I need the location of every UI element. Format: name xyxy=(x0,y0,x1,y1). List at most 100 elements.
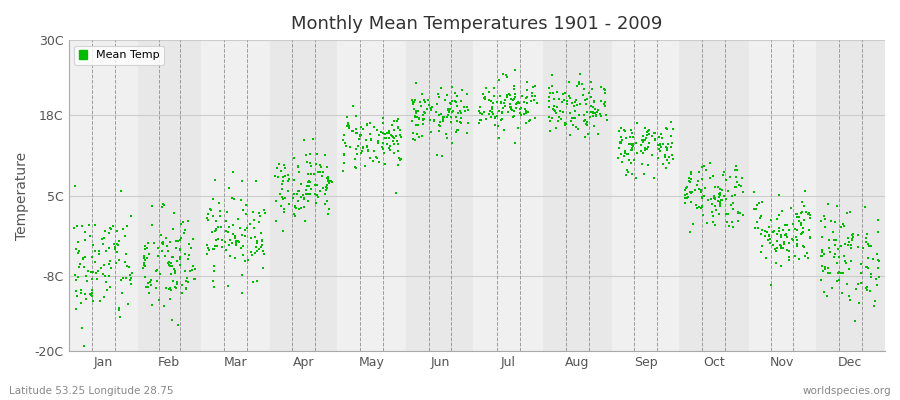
Mean Temp xyxy=(573,71,588,77)
Mean Temp xyxy=(758,233,772,239)
Mean Temp xyxy=(339,123,354,129)
Mean Temp xyxy=(562,78,576,85)
Mean Temp xyxy=(528,92,543,99)
Mean Temp xyxy=(562,110,577,116)
Mean Temp xyxy=(287,155,302,162)
Mean Temp xyxy=(212,199,227,206)
Mean Temp xyxy=(577,86,591,92)
Mean Temp xyxy=(376,150,391,157)
Mean Temp xyxy=(320,174,335,181)
Mean Temp xyxy=(138,262,152,268)
Mean Temp xyxy=(96,235,111,241)
Mean Temp xyxy=(85,286,99,293)
Mean Temp xyxy=(835,290,850,296)
Mean Temp xyxy=(485,109,500,115)
Mean Temp xyxy=(754,249,769,256)
Mean Temp xyxy=(794,209,808,216)
Mean Temp xyxy=(73,261,87,268)
Mean Temp xyxy=(752,214,767,221)
Mean Temp xyxy=(371,139,385,146)
Mean Temp xyxy=(680,185,694,191)
Mean Temp xyxy=(864,243,878,249)
Mean Temp xyxy=(485,104,500,110)
Mean Temp xyxy=(423,117,437,124)
Mean Temp xyxy=(503,104,517,110)
Mean Temp xyxy=(221,185,236,192)
Mean Temp xyxy=(338,132,352,138)
Mean Temp xyxy=(448,98,463,105)
Mean Temp xyxy=(253,212,267,219)
Mean Temp xyxy=(803,234,817,240)
Mean Temp xyxy=(208,243,222,250)
Mean Temp xyxy=(558,90,572,96)
Mean Temp xyxy=(138,257,152,263)
Mean Temp xyxy=(858,204,872,211)
Mean Temp xyxy=(168,268,183,274)
Mean Temp xyxy=(319,187,333,194)
Mean Temp xyxy=(519,79,534,85)
Mean Temp xyxy=(665,155,680,162)
Mean Temp xyxy=(559,100,573,107)
Mean Temp xyxy=(349,129,364,136)
Mean Temp xyxy=(556,97,571,104)
Mean Temp xyxy=(579,97,593,103)
Mean Temp xyxy=(732,182,746,188)
Mean Temp xyxy=(156,201,170,207)
Mean Temp xyxy=(70,223,85,229)
Mean Temp xyxy=(590,109,604,115)
Mean Temp xyxy=(178,278,193,284)
Mean Temp xyxy=(690,182,705,188)
Mean Temp xyxy=(454,110,468,116)
Mean Temp xyxy=(774,231,788,238)
Mean Temp xyxy=(115,226,130,232)
Mean Temp xyxy=(580,109,594,115)
Mean Temp xyxy=(233,225,248,232)
Mean Temp xyxy=(519,100,534,106)
Mean Temp xyxy=(790,236,805,243)
Mean Temp xyxy=(844,258,859,264)
Mean Temp xyxy=(840,280,854,287)
Mean Temp xyxy=(590,106,605,113)
Mean Temp xyxy=(157,202,171,208)
Mean Temp xyxy=(442,109,456,115)
Mean Temp xyxy=(827,254,842,260)
Mean Temp xyxy=(345,128,359,135)
Mean Temp xyxy=(707,193,722,200)
Mean Temp xyxy=(231,238,246,244)
Mean Temp xyxy=(212,224,226,230)
Mean Temp xyxy=(409,121,423,128)
Mean Temp xyxy=(182,252,196,258)
Mean Temp xyxy=(542,104,556,110)
Mean Temp xyxy=(94,264,108,271)
Mean Temp xyxy=(580,122,594,128)
Mean Temp xyxy=(417,116,431,123)
Mean Temp xyxy=(526,84,541,90)
Mean Temp xyxy=(519,107,534,114)
Mean Temp xyxy=(276,162,291,168)
Mean Temp xyxy=(750,201,764,208)
Mean Temp xyxy=(205,278,220,284)
Mean Temp xyxy=(487,92,501,99)
Mean Temp xyxy=(407,99,421,106)
Mean Temp xyxy=(479,85,493,92)
Mean Temp xyxy=(123,213,138,220)
Mean Temp xyxy=(821,269,835,276)
Mean Temp xyxy=(325,179,339,186)
Mean Temp xyxy=(163,285,177,292)
Mean Temp xyxy=(680,195,694,201)
Mean Temp xyxy=(302,179,317,185)
Mean Temp xyxy=(500,109,515,115)
Mean Temp xyxy=(168,285,183,291)
Mean Temp xyxy=(558,122,572,129)
Mean Temp xyxy=(544,90,558,96)
Mean Temp xyxy=(718,177,733,184)
Mean Temp xyxy=(762,224,777,230)
Mean Temp xyxy=(296,204,310,210)
Mean Temp xyxy=(556,108,571,115)
Mean Temp xyxy=(659,125,673,132)
Mean Temp xyxy=(301,198,315,205)
Mean Temp xyxy=(792,218,806,224)
Mean Temp xyxy=(662,160,676,166)
Mean Temp xyxy=(526,97,541,104)
Mean Temp xyxy=(860,264,874,270)
